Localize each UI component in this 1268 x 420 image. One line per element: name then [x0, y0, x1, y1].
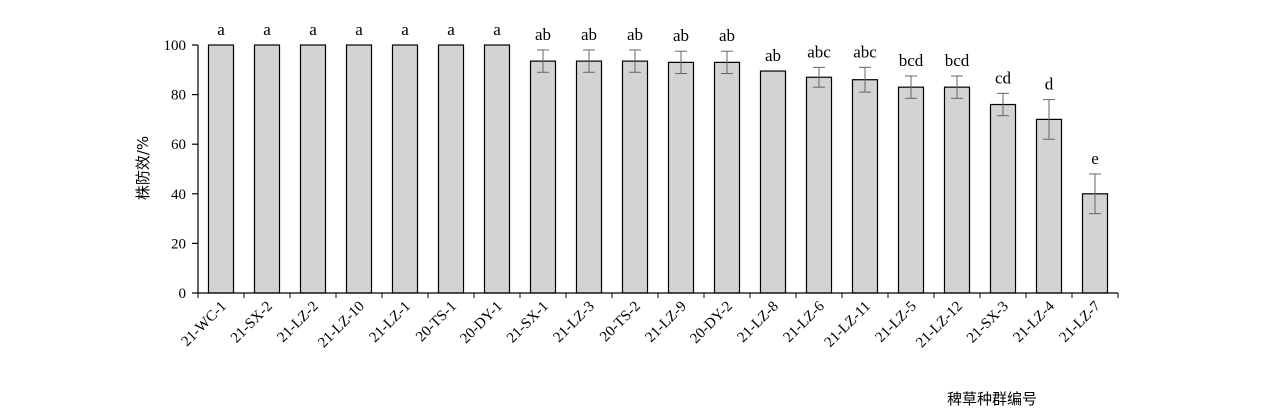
bar-21-LZ-9 — [667, 61, 695, 294]
error-bar-21-LZ-4 — [1043, 99, 1055, 140]
bars-group — [207, 44, 1109, 294]
significance-letters-group: a a a a a a a ab ab ab ab ab ab abc abc bcd bcd cd d e — [217, 20, 1099, 168]
bar-21-LZ-5 — [897, 86, 925, 294]
bar-21-WC-1 — [207, 44, 235, 294]
bar-21-LZ-10 — [345, 44, 373, 294]
significance-letter-21-WC-1: a — [217, 20, 225, 39]
bar-21-LZ-12 — [943, 86, 971, 294]
y-tick-label: 60 — [171, 137, 186, 153]
y-tick-label: 0 — [179, 286, 187, 302]
error-bar-21-LZ-3 — [583, 49, 595, 73]
significance-letter-21-LZ-7: e — [1091, 149, 1099, 168]
error-bar-21-LZ-7 — [1089, 173, 1101, 215]
bar-21-SX-2 — [253, 44, 281, 294]
error-bar-21-LZ-9 — [675, 50, 687, 75]
x-tick-label-21-SX-1: 21-SX-1 — [504, 299, 552, 347]
significance-letter-21-LZ-10: a — [355, 20, 363, 39]
significance-letter-21-LZ-5: bcd — [899, 51, 924, 70]
bar-21-LZ-3 — [575, 60, 603, 294]
x-tick-label-21-LZ-8: 21-LZ-8 — [735, 299, 782, 346]
x-tick-label-21-LZ-2: 21-LZ-2 — [275, 299, 322, 346]
y-tick-label: 20 — [171, 236, 186, 252]
significance-letter-20-DY-2: ab — [719, 26, 735, 45]
bar-21-LZ-1 — [391, 44, 419, 294]
significance-letter-21-LZ-9: ab — [673, 26, 689, 45]
bar-20-DY-1 — [483, 44, 511, 294]
significance-letter-20-TS-1: a — [447, 20, 455, 39]
y-tick-label: 100 — [164, 38, 187, 54]
bar-20-TS-2 — [621, 60, 649, 294]
x-tick-label-20-TS-1: 20-TS-1 — [413, 299, 460, 346]
bar-20-TS-1 — [437, 44, 465, 294]
significance-letter-20-DY-1: a — [493, 20, 501, 39]
error-bar-21-LZ-11 — [859, 66, 871, 93]
significance-letter-21-LZ-1: a — [401, 20, 409, 39]
error-bar-21-LZ-5 — [905, 75, 917, 99]
y-axis-title: 株防效/% — [134, 136, 152, 200]
x-tick-label-21-LZ-1: 21-LZ-1 — [367, 299, 414, 346]
y-ticks-group: 0 20 40 60 80 100 — [164, 38, 198, 302]
significance-letter-21-SX-2: a — [263, 20, 271, 39]
bar-21-SX-3 — [989, 103, 1017, 294]
bar-20-DY-2 — [713, 61, 741, 294]
axes-group — [197, 45, 1118, 294]
error-bars-group — [537, 49, 1101, 215]
significance-letter-21-LZ-3: ab — [581, 25, 597, 44]
significance-letter-21-SX-1: ab — [535, 25, 551, 44]
error-bar-21-SX-3 — [997, 92, 1009, 117]
significance-letter-21-LZ-12: bcd — [945, 51, 970, 70]
y-tick-label: 40 — [171, 187, 186, 203]
x-tick-label-21-LZ-4: 21-LZ-4 — [1011, 298, 1059, 346]
x-tick-label-20-DY-1: 20-DY-1 — [457, 299, 505, 347]
x-tick-label-21-LZ-9: 21-LZ-9 — [643, 299, 690, 346]
error-bar-21-SX-1 — [537, 49, 549, 73]
bar-21-LZ-11 — [851, 79, 879, 294]
significance-letter-21-LZ-2: a — [309, 20, 317, 39]
significance-letter-21-LZ-6: abc — [807, 42, 831, 61]
x-tick-label-21-LZ-5: 21-LZ-5 — [873, 299, 920, 346]
x-tick-label-21-SX-3: 21-SX-3 — [964, 299, 1012, 347]
error-bar-21-LZ-12 — [951, 75, 963, 99]
x-tick-label-21-LZ-3: 21-LZ-3 — [551, 299, 598, 346]
bar-21-LZ-8 — [759, 70, 787, 294]
x-tick-label-21-LZ-10: 21-LZ-10 — [315, 299, 368, 352]
y-tick-label: 80 — [171, 88, 186, 104]
significance-letter-21-LZ-4: d — [1045, 75, 1054, 94]
x-tick-label-21-LZ-11: 21-LZ-11 — [822, 299, 874, 351]
bar-21-LZ-4 — [1035, 118, 1063, 294]
x-axis-title: 稗草种群编号 — [947, 390, 1037, 408]
x-tick-label-21-LZ-12: 21-LZ-12 — [913, 299, 966, 352]
x-tick-label-21-WC-1: 21-WC-1 — [178, 299, 229, 350]
significance-letter-21-LZ-11: abc — [853, 42, 877, 61]
error-bar-20-DY-2 — [721, 50, 733, 75]
significance-letter-21-LZ-8: ab — [765, 46, 781, 65]
x-tick-label-20-DY-2: 20-DY-2 — [687, 299, 735, 347]
x-tick-label-21-LZ-7: 21-LZ-7 — [1057, 298, 1105, 346]
error-bar-21-LZ-6 — [813, 66, 825, 88]
bar-21-SX-1 — [529, 60, 557, 294]
significance-letter-21-SX-3: cd — [995, 68, 1012, 87]
x-tick-label-21-SX-2: 21-SX-2 — [228, 299, 276, 347]
x-tick-label-20-TS-2: 20-TS-2 — [597, 299, 644, 346]
error-bar-20-TS-2 — [629, 49, 641, 73]
significance-letter-20-TS-2: ab — [627, 25, 643, 44]
bar-21-LZ-2 — [299, 44, 327, 294]
bar-21-LZ-6 — [805, 76, 833, 294]
